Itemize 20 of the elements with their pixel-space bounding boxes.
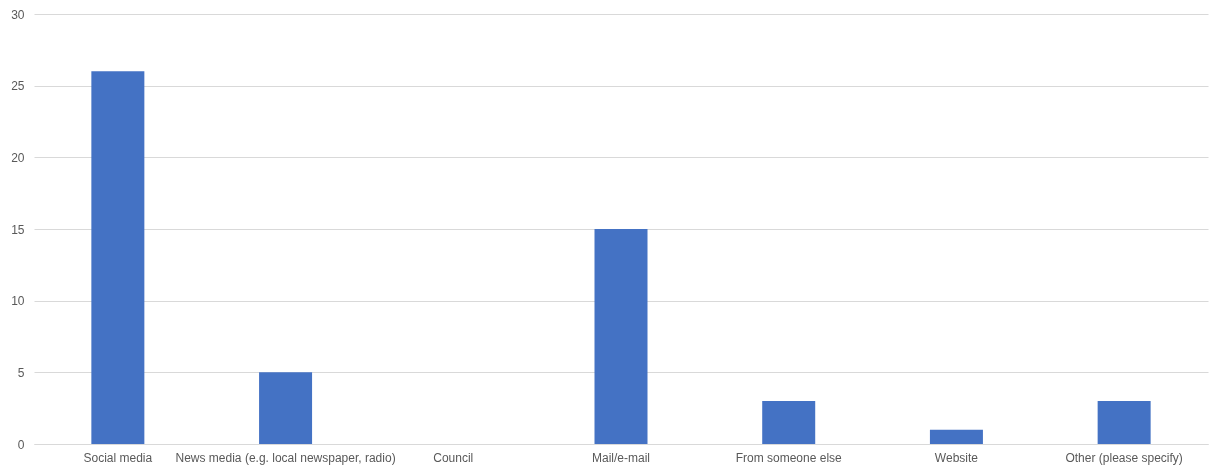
x-tick-label: Other (please specify) bbox=[1065, 450, 1183, 465]
bar bbox=[762, 401, 816, 444]
x-tick-label: Social media bbox=[83, 450, 153, 465]
y-tick-label: 30 bbox=[11, 7, 25, 22]
y-tick-label: 5 bbox=[17, 365, 25, 380]
bar bbox=[1097, 401, 1151, 444]
x-tick-label: Website bbox=[934, 450, 979, 465]
y-tick-label: 15 bbox=[11, 222, 25, 237]
x-tick-label: News media (e.g. local newspaper, radio) bbox=[175, 450, 396, 465]
x-tick-label: Council bbox=[433, 450, 474, 465]
bar bbox=[91, 71, 145, 444]
x-tick-label: From someone else bbox=[735, 450, 843, 465]
bar bbox=[594, 229, 648, 444]
y-tick-label: 20 bbox=[11, 150, 25, 165]
bar bbox=[929, 429, 983, 444]
y-tick-label: 0 bbox=[17, 437, 25, 452]
bar bbox=[259, 372, 313, 444]
x-tick-label: Mail/e-mail bbox=[591, 450, 651, 465]
y-tick-label: 25 bbox=[11, 79, 25, 94]
y-tick-label: 10 bbox=[11, 294, 25, 309]
